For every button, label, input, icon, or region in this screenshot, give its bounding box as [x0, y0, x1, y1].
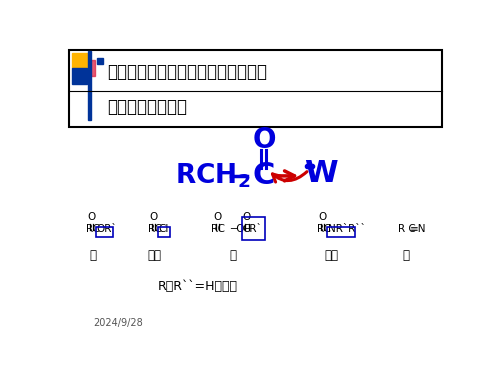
Text: 酁: 酁: [230, 249, 236, 262]
Text: R、R``=H或烃基: R、R``=H或烃基: [158, 280, 238, 293]
Text: R C: R C: [398, 224, 416, 234]
Text: 酰胺: 酰胺: [324, 249, 338, 262]
Text: 羧酸衍生物在构造上旳共同之处是分: 羧酸衍生物在构造上旳共同之处是分: [108, 63, 268, 81]
Bar: [72, 68, 88, 84]
Text: $\mathbf{RCH_2}$: $\mathbf{RCH_2}$: [175, 162, 250, 190]
Bar: [96, 227, 113, 237]
Bar: [80, 60, 95, 76]
Text: ≡N: ≡N: [410, 224, 426, 234]
Text: RC: RC: [316, 224, 330, 234]
Bar: [158, 227, 170, 237]
FancyArrowPatch shape: [272, 172, 307, 182]
Bar: [242, 217, 265, 240]
Text: O: O: [318, 212, 326, 222]
Text: RC: RC: [148, 224, 162, 234]
Bar: [68, 50, 442, 127]
Bar: [327, 227, 356, 237]
Text: O: O: [214, 212, 222, 222]
Text: 酰卤: 酰卤: [148, 249, 162, 262]
Bar: [88, 51, 91, 120]
Text: NR`R``: NR`R``: [328, 224, 366, 234]
Text: RC: RC: [212, 224, 226, 234]
Bar: [72, 53, 88, 68]
Text: ─O─: ─O─: [230, 224, 250, 234]
Text: W: W: [304, 159, 338, 188]
Text: O: O: [149, 212, 158, 222]
Bar: [96, 58, 103, 64]
Text: O: O: [87, 212, 96, 222]
Text: RC: RC: [86, 224, 100, 234]
Text: 腻: 腻: [402, 249, 409, 262]
Text: O: O: [252, 126, 276, 154]
Text: C: C: [253, 161, 275, 190]
Text: 2024/9/28: 2024/9/28: [94, 318, 144, 328]
Text: O: O: [243, 212, 251, 222]
Text: Cl: Cl: [158, 224, 169, 234]
Text: 髾: 髾: [89, 249, 96, 262]
Text: CR`: CR`: [242, 224, 262, 234]
Text: 子中均具有酰基。: 子中均具有酰基。: [108, 98, 188, 116]
Text: OR`: OR`: [96, 224, 117, 234]
